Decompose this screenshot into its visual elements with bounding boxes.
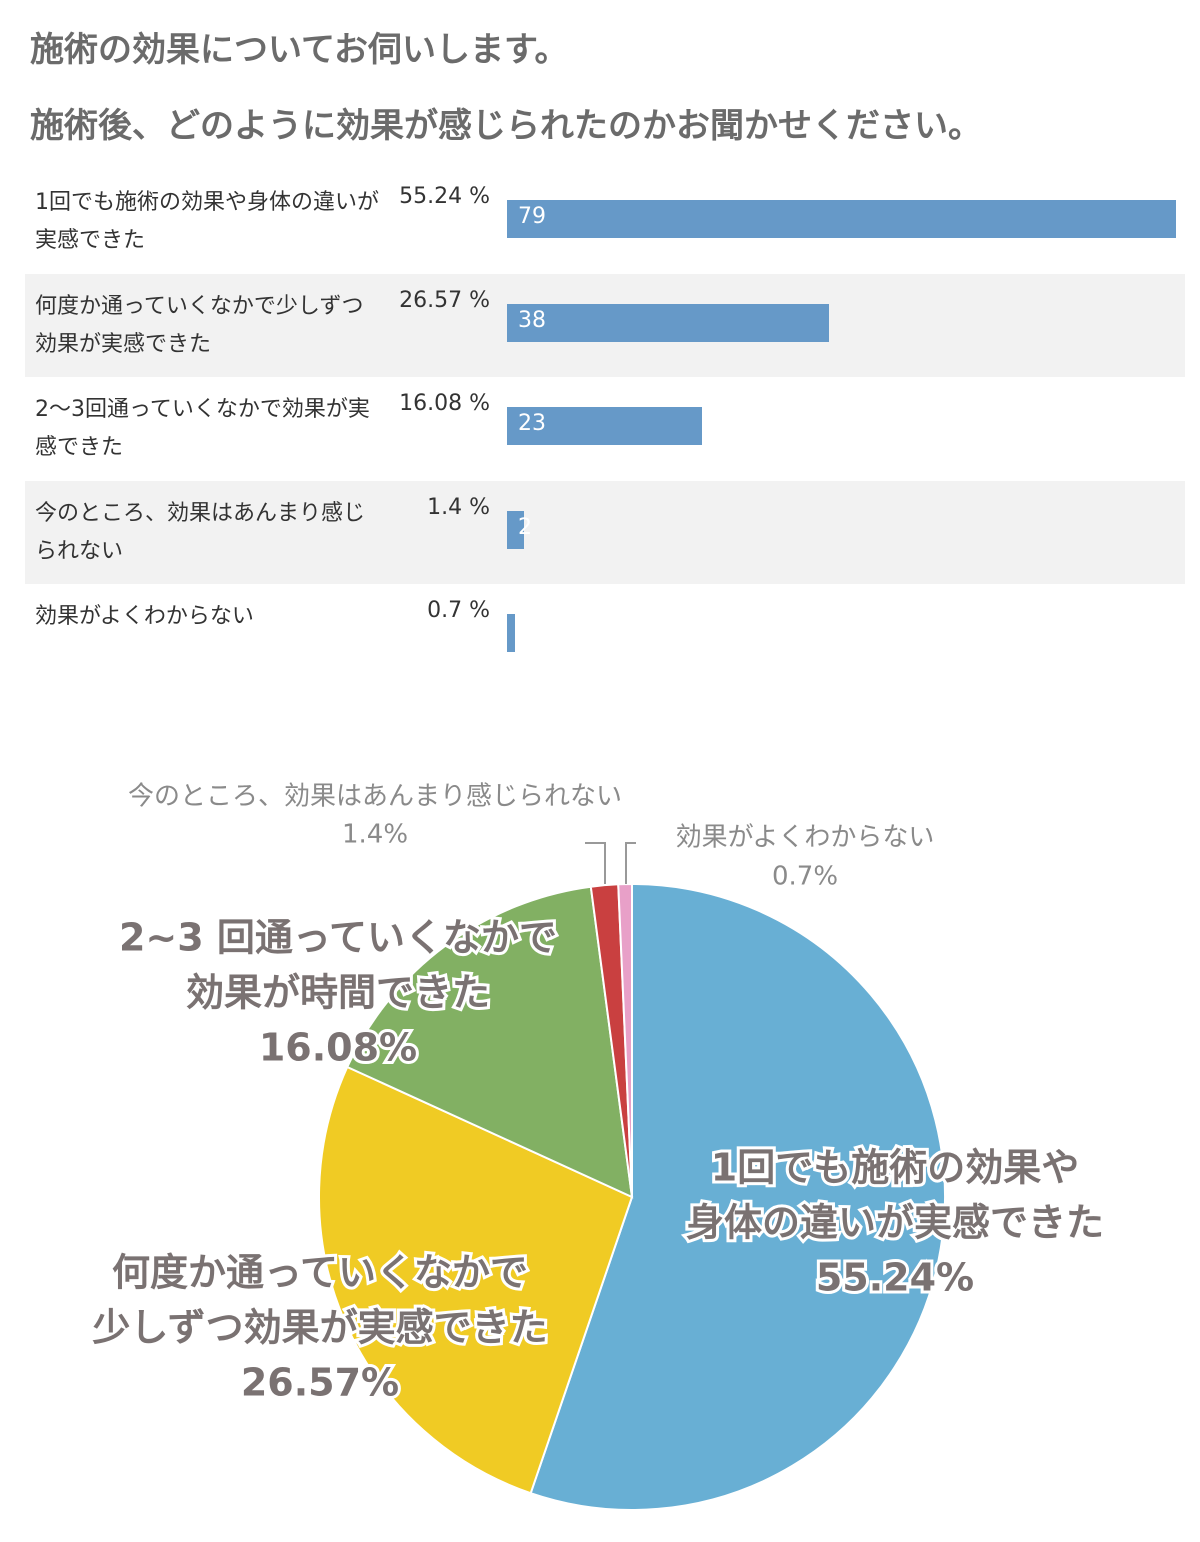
slice-label: 効果が時間できた [186,971,490,1015]
slice-value-label: 55.24% [816,1256,974,1300]
slice-value-label: 16.08% [259,1026,417,1070]
slice-label: 何度か通っていくなかで [112,1251,528,1295]
row: 1回でも施術の効果や身体の違いが実感できた 55.24 % 79 [25,170,1185,273]
category-label: 1回でも施術の効果や身体の違いが実感できた [35,190,379,253]
category-label: 今のところ、効果はあんまり感じられない [35,500,366,564]
chart-title: 施術の効果についてお伺いします。 [30,30,569,70]
pie-slice [318,1065,634,1495]
row: 今のところ、効果はあんまり感じられない 1.4 % 2 [25,480,1185,584]
category-label: 何度か通っていくなかで少しずつ効果が実感できた [35,293,364,357]
category-label: 2〜3回通っていくなかで効果が実感できた [35,397,370,460]
pie-slice [589,883,633,1198]
slice-value-label: 0.7% [772,862,838,892]
value-label: 79 [518,204,546,229]
bar [507,303,829,342]
share-label: 16.08 % [399,391,490,416]
slice-label: 身体の違いが実感できた [686,1201,1104,1245]
chart-subtitle: 施術後、どのように効果が感じられたのかお聞かせください。 [30,106,982,146]
pie-slice [617,882,633,1198]
share-label: 0.7 % [427,598,490,623]
category-label: 効果がよくわからない [35,604,254,629]
row: 何度か通っていくなかで少しずつ効果が実感できた 26.57 % 38 [25,273,1185,377]
value-label: 23 [518,411,546,436]
row: 効果がよくわからない 0.7 % [25,584,1185,687]
slice-value-label: 1.4% [342,820,408,850]
bar [507,614,516,652]
row: 2〜3回通っていくなかで効果が実感できた 16.08 % 23 [25,377,1185,480]
share-label: 26.57 % [399,287,490,313]
slice-label: 今のところ、効果はあんまり感じられない [128,782,622,812]
slice-value-label: 26.57% [241,1361,399,1405]
slice-label: 2~3 回通っていくなかで [119,916,557,960]
slice-label: 少しずつ効果が実感できた [92,1306,547,1350]
leader-line [585,842,606,884]
slice-label: 効果がよくわからない [676,823,935,853]
leader-line [625,842,636,884]
bar [507,200,1176,238]
share-label: 55.24 % [399,184,490,209]
value-label: 2 [518,514,532,540]
bar [507,407,702,445]
pie-slice [529,882,946,1511]
share-label: 1.4 % [427,494,490,520]
pie-slice [345,885,634,1199]
bar [507,510,524,549]
slice-label: 1回でも施術の効果や [711,1146,1079,1190]
value-label: 38 [518,307,546,333]
